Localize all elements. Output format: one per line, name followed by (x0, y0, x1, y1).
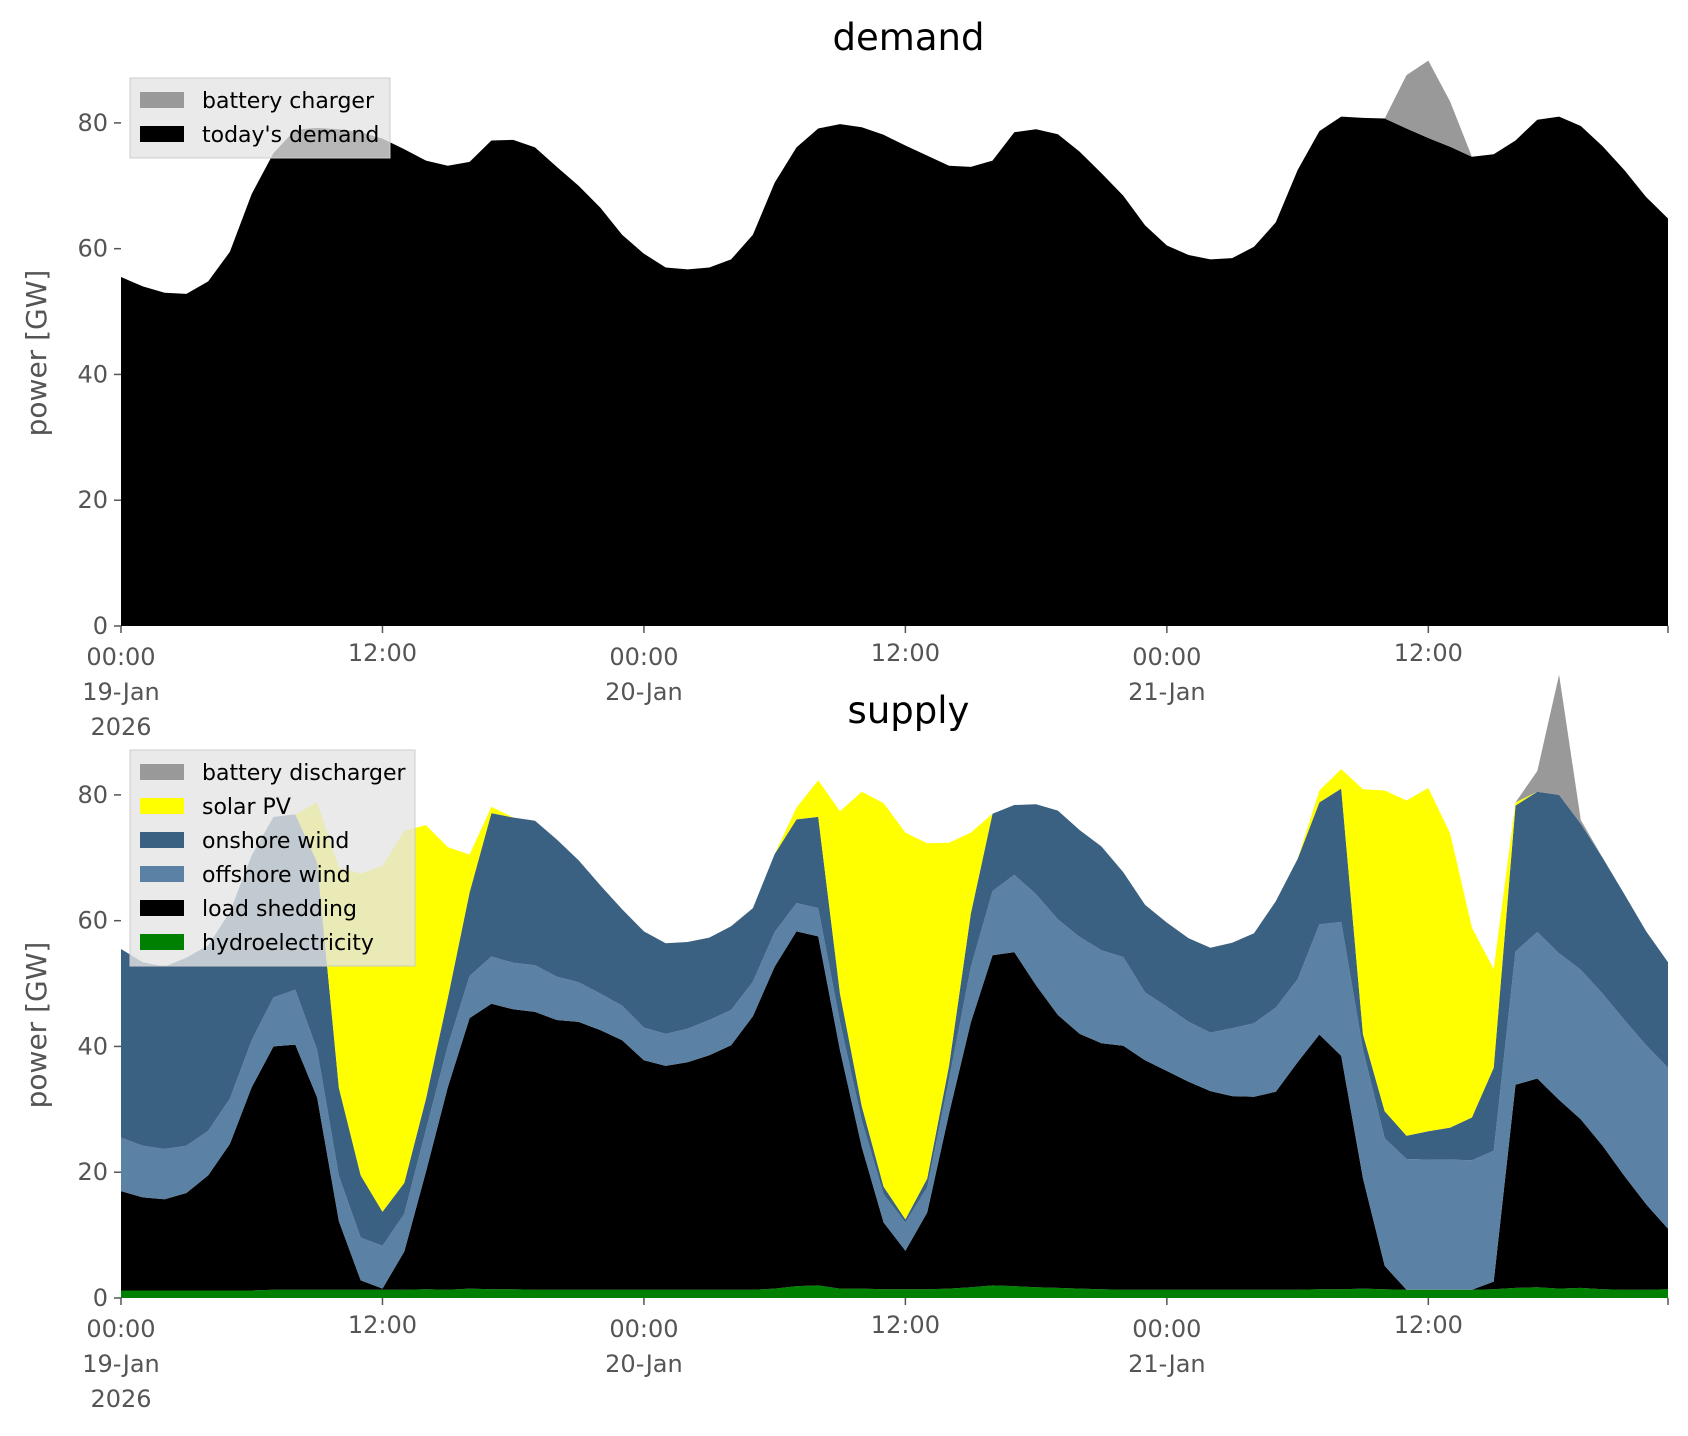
legend: battery discharger solar PV onshore wind of… (129, 749, 416, 967)
legend-swatch-load-shedding (140, 900, 184, 916)
x-tick-label: 00:00 (86, 643, 155, 671)
area-onshore-wind (121, 788, 1668, 1246)
area-hydroelectricity (121, 1285, 1668, 1298)
legend-box (129, 77, 391, 159)
legend-label-load-shedding: load shedding (202, 897, 357, 922)
area-load-shedding (121, 931, 1668, 1291)
y-tick-label: 20 (77, 1158, 108, 1186)
legend: battery charger today's demand (129, 77, 391, 159)
legend-label-today-s-demand: today's demand (202, 123, 379, 148)
legend-swatch-solar-pv (140, 798, 184, 814)
x-tick-label: 20-Jan (605, 678, 683, 706)
x-tick-label: 00:00 (86, 1315, 155, 1343)
supply-chart: supply 0 20 40 60 80 power [GW] 00:00 19-Jan 2026… (20, 674, 1669, 1413)
y-tick-label: 0 (93, 1284, 108, 1312)
x-tick-label: 12:00 (1394, 1311, 1463, 1339)
legend-label-offshore-wind: offshore wind (202, 863, 351, 888)
legend-label-hydroelectricity: hydroelectricity (202, 931, 374, 956)
chart-title: supply (848, 689, 970, 732)
y-axis-label: power [GW] (20, 270, 53, 437)
x-tick-label: 21-Jan (1128, 1350, 1206, 1378)
x-tick-label: 2026 (90, 1385, 151, 1413)
legend-label-battery-discharger: battery discharger (202, 761, 407, 786)
x-tick-label: 12:00 (1394, 639, 1463, 667)
y-tick-label: 80 (77, 781, 108, 809)
legend-swatch-today-s-demand (140, 126, 184, 142)
y-tick-label: 60 (77, 907, 108, 935)
area-offshore-wind (121, 874, 1668, 1290)
legend-swatch-offshore-wind (140, 866, 184, 882)
legend-swatch-onshore-wind (140, 832, 184, 848)
legend-swatch-battery-discharger (140, 764, 184, 780)
y-tick-label: 40 (77, 1032, 108, 1060)
x-tick-label: 12:00 (348, 1311, 417, 1339)
x-tick-label: 00:00 (609, 643, 678, 671)
x-tick-label: 19-Jan (82, 1350, 160, 1378)
y-tick-label: 20 (77, 486, 108, 514)
legend-label-solar-pv: solar PV (202, 795, 291, 820)
x-tick-label: 19-Jan (82, 678, 160, 706)
y-tick-label: 80 (77, 109, 108, 137)
y-tick-label: 40 (77, 360, 108, 388)
y-tick-label: 60 (77, 235, 108, 263)
area-solar-pv (121, 769, 1668, 1220)
demand-chart: demand 0 20 40 60 80 power [GW] 00:00 19-Jan 2026… (20, 16, 1669, 741)
x-tick-label: 00:00 (609, 1315, 678, 1343)
x-tick-label: 00:00 (1132, 643, 1201, 671)
x-tick-label: 21-Jan (1128, 678, 1206, 706)
x-tick-label: 12:00 (348, 639, 417, 667)
x-tick-label: 12:00 (871, 639, 940, 667)
legend-label-battery-charger: battery charger (202, 89, 375, 114)
area-today-s-demand (121, 116, 1668, 626)
y-tick-label: 0 (93, 612, 108, 640)
legend-box (129, 749, 416, 967)
legend-label-onshore-wind: onshore wind (202, 829, 349, 854)
y-axis-label: power [GW] (20, 942, 53, 1109)
x-tick-label: 20-Jan (605, 1350, 683, 1378)
legend-swatch-hydroelectricity (140, 934, 184, 950)
x-tick-label: 00:00 (1132, 1315, 1201, 1343)
chart-title: demand (833, 16, 985, 59)
x-tick-label: 2026 (90, 713, 151, 741)
x-tick-label: 12:00 (871, 1311, 940, 1339)
legend-swatch-battery-charger (140, 92, 184, 108)
